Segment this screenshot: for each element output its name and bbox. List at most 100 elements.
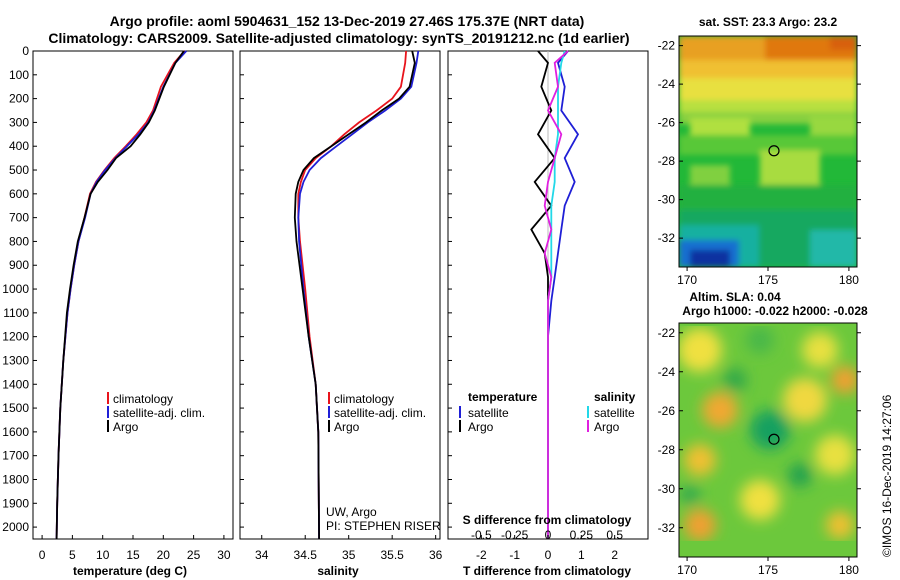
series-line-satellite-adj-clim- xyxy=(55,50,187,540)
legend-satellite-label: satellite-adj. clim. xyxy=(113,406,205,420)
depth-tick-label: 1500 xyxy=(2,401,29,415)
sla-map-title-line1: Altim. SLA: 0.04 xyxy=(689,290,781,304)
map-x-tick-label: 170 xyxy=(677,273,697,287)
x-tick-label: 34.5 xyxy=(294,548,318,562)
depth-tick-label: 1700 xyxy=(2,449,29,463)
imos-stamp: ©IMOS 16-Dec-2019 14:27:06 xyxy=(880,394,894,557)
map-y-tick-label: -32 xyxy=(658,521,676,535)
figure-title-line1: Argo profile: aoml 5904631_152 13-Dec-20… xyxy=(110,13,585,29)
legend-sal-satellite-label: satellite xyxy=(594,406,635,420)
legend-argo-label: Argo xyxy=(113,420,139,434)
series-line-climatology xyxy=(297,50,407,540)
depth-tick-label: 1600 xyxy=(2,425,29,439)
legend-climatology-label: climatology xyxy=(113,392,173,406)
x-tick-label: 36 xyxy=(429,548,443,562)
map-y-tick-label: -32 xyxy=(658,231,676,245)
temperature-legend: climatology satellite-adj. clim. Argo xyxy=(107,392,205,434)
depth-tick-label: 1000 xyxy=(2,282,29,296)
series-line-salinity-argo xyxy=(543,50,569,539)
map-x-tick-label: 180 xyxy=(839,563,859,577)
x-tick-label: 35 xyxy=(342,548,356,562)
map-y-tick-label: -24 xyxy=(658,77,676,91)
argo-float-location-marker xyxy=(768,433,780,445)
sst-map-field xyxy=(679,36,857,267)
depth-tick-label: 1900 xyxy=(2,496,29,510)
x-tick-label: 20 xyxy=(157,548,171,562)
s-difference-xlabel: S difference from climatology xyxy=(463,513,632,527)
depth-tick-label: 400 xyxy=(9,139,29,153)
series-line-climatology xyxy=(55,50,186,540)
x-tick-label: 1 xyxy=(578,548,585,562)
series-line-argo xyxy=(55,50,185,540)
difference-legend: temperature satellite Argo salinity sate… xyxy=(459,390,636,434)
depth-tick-labels: 0 100 200 300 400 500 600 700 800 900 1000 1100 1200… xyxy=(2,44,452,534)
depth-tick-label: 1200 xyxy=(2,330,29,344)
x-tick-label: -1 xyxy=(509,548,520,562)
credit-line1: UW, Argo xyxy=(326,505,377,519)
sst-map-title: sat. SST: 23.3 Argo: 23.2 xyxy=(699,15,838,29)
x-tick-label: 25 xyxy=(187,548,201,562)
credit-line2: PI: STEPHEN RISER xyxy=(326,519,441,533)
map-y-tick-label: -28 xyxy=(658,443,676,457)
difference-panel: -2 -1 0 1 2 -0.5 -0.25 0 0.25 0.5 S difference f… xyxy=(447,50,649,578)
depth-tick-label: 1800 xyxy=(2,472,29,486)
map-y-tick-label: -26 xyxy=(658,404,676,418)
legend-temperature-title: temperature xyxy=(468,390,538,404)
map-y-tick-label: -22 xyxy=(658,39,676,53)
legend-satellite-label: satellite-adj. clim. xyxy=(334,406,426,420)
map-y-tick-label: -22 xyxy=(658,326,676,340)
x-top-tick-label: 0.25 xyxy=(570,528,594,542)
sla-map: Altim. SLA: 0.04 Argo h1000: -0.022 h200… xyxy=(658,290,868,577)
x-top-tick-label: 0.5 xyxy=(606,528,623,542)
legend-sal-argo-label: Argo xyxy=(594,420,620,434)
x-tick-label: 10 xyxy=(96,548,110,562)
x-tick-label: 30 xyxy=(217,548,231,562)
x-tick-label: 0 xyxy=(545,548,552,562)
legend-climatology-label: climatology xyxy=(334,392,394,406)
salinity-legend: climatology satellite-adj. clim. Argo xyxy=(328,392,426,434)
temperature-xlabel: temperature (deg C) xyxy=(73,564,187,578)
temperature-panel: 0 5 10 15 20 25 30 temperature (deg C) climato… xyxy=(32,50,234,578)
map-x-tick-label: 180 xyxy=(839,273,859,287)
x-top-tick-label: 0 xyxy=(545,528,552,542)
legend-temp-satellite-label: satellite xyxy=(468,406,509,420)
map-x-tick-label: 170 xyxy=(677,563,697,577)
series-line-satellite-adj-clim- xyxy=(297,50,420,540)
figure-title-line2: Climatology: CARS2009. Satellite-adjuste… xyxy=(48,30,629,46)
legend-temp-argo-label: Argo xyxy=(468,420,494,434)
temperature-panel-frame xyxy=(32,50,234,540)
x-tick-label: 34 xyxy=(255,548,269,562)
depth-tick-label: 0 xyxy=(22,44,29,58)
map-y-tick-label: -24 xyxy=(658,365,676,379)
legend-salinity-title: salinity xyxy=(594,390,636,404)
sla-map-field xyxy=(679,323,857,557)
x-top-tick-label: -0.5 xyxy=(471,528,492,542)
salinity-panel: 34 34.5 35 35.5 36 salinity climatology sate… xyxy=(239,50,443,578)
depth-tick-label: 1100 xyxy=(3,306,29,320)
x-top-tick-label: -0.25 xyxy=(501,528,529,542)
x-tick-label: -2 xyxy=(476,548,487,562)
x-tick-label: 2 xyxy=(611,548,618,562)
depth-tick-label: 100 xyxy=(9,68,29,82)
x-tick-label: 15 xyxy=(126,548,140,562)
x-tick-label: 0 xyxy=(39,548,46,562)
depth-tick-label: 700 xyxy=(9,211,29,225)
depth-tick-label: 2000 xyxy=(2,520,29,534)
map-y-tick-label: -30 xyxy=(658,482,676,496)
sst-map: sat. SST: 23.3 Argo: 23.2 xyxy=(658,15,861,287)
depth-tick-label: 1300 xyxy=(2,353,29,367)
salinity-panel-frame xyxy=(239,50,441,540)
salinity-xlabel: salinity xyxy=(317,564,359,578)
map-x-tick-label: 175 xyxy=(758,563,778,577)
depth-tick-label: 600 xyxy=(9,187,29,201)
depth-tick-label: 800 xyxy=(9,234,29,248)
x-tick-label: 35.5 xyxy=(380,548,404,562)
argo-float-location-marker xyxy=(768,145,780,157)
map-x-tick-label: 175 xyxy=(758,273,778,287)
x-tick-label: 5 xyxy=(69,548,76,562)
sla-map-title-line2: Argo h1000: -0.022 h2000: -0.028 xyxy=(682,304,868,318)
depth-tick-label: 200 xyxy=(9,92,29,106)
series-line-temperature-satellite xyxy=(547,50,580,539)
depth-tick-label: 500 xyxy=(9,163,29,177)
